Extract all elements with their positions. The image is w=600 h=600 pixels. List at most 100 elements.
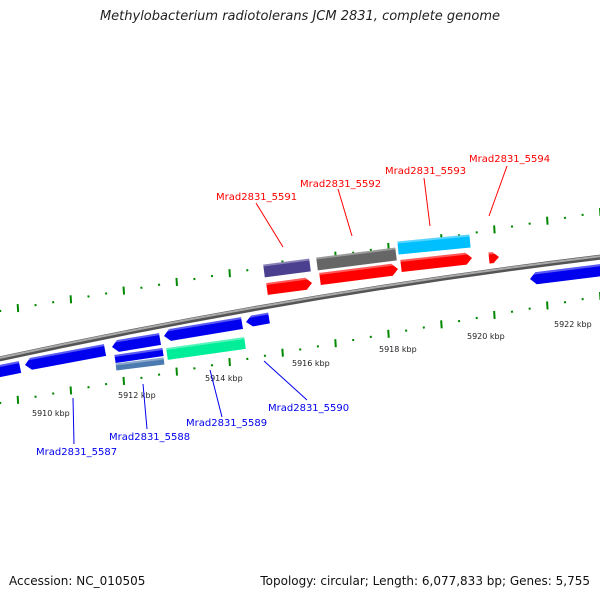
genome-title: Methylobacterium radiotolerans JCM 2831,…: [99, 9, 501, 24]
minor-tick: [581, 213, 584, 217]
label-leader-line: [255, 202, 284, 248]
scale-label: 5912 kbp: [118, 391, 156, 400]
feature-gray[interactable]: [316, 247, 397, 271]
gene-label[interactable]: Mrad2831_5594: [469, 154, 550, 165]
minor-tick: [210, 274, 214, 278]
major-tick: [493, 310, 496, 319]
minor-tick: [510, 225, 514, 228]
minor-tick: [563, 301, 567, 304]
minor-tick: [193, 277, 196, 281]
minor-tick: [510, 310, 514, 313]
gene-mrad2831-5592[interactable]: [319, 263, 398, 285]
feature-cyan-highlight: [397, 234, 470, 244]
feature-steel[interactable]: [115, 357, 165, 371]
gene-label[interactable]: Mrad2831_5589: [186, 418, 267, 429]
minor-tick: [0, 401, 2, 405]
minor-tick: [299, 348, 302, 351]
minor-tick: [87, 295, 90, 298]
minor-tick: [422, 326, 425, 329]
gene-mrad2831-5588[interactable]: [114, 348, 164, 363]
minor-tick: [316, 345, 320, 348]
feature-steel-highlight: [115, 357, 164, 366]
gene-mrad2831-5591[interactable]: [266, 277, 312, 295]
gene-label[interactable]: Mrad2831_5588: [109, 432, 190, 443]
major-tick: [69, 295, 73, 304]
gene-reverse-b[interactable]: [164, 317, 243, 341]
label-leader-line: [72, 397, 75, 445]
major-tick: [228, 358, 231, 367]
gene-label[interactable]: Mrad2831_5591: [216, 192, 297, 203]
major-tick: [334, 339, 337, 348]
topology-text: Topology: circular; Length: 6,077,833 bp…: [260, 574, 590, 588]
minor-tick: [475, 231, 478, 234]
gene-reverse-a-highlight: [114, 333, 160, 343]
minor-tick: [263, 354, 267, 358]
gene-label[interactable]: Mrad2831_5592: [300, 179, 381, 190]
label-leader-line: [263, 360, 308, 401]
minor-tick: [157, 283, 161, 287]
gene-reverse-c[interactable]: [246, 312, 270, 327]
gene-mrad2831-5587[interactable]: [25, 344, 107, 370]
minor-tick: [246, 268, 249, 272]
gene-mrad2831-5589[interactable]: [166, 337, 246, 360]
major-tick: [175, 277, 178, 286]
minor-tick: [475, 316, 478, 320]
minor-tick: [528, 222, 531, 225]
minor-tick: [140, 286, 143, 289]
label-leader-line: [423, 177, 431, 227]
minor-tick: [404, 329, 408, 332]
gene-mrad2831-5587-highlight: [26, 344, 105, 361]
label-leader-line: [209, 369, 223, 418]
minor-tick: [87, 386, 90, 389]
major-tick: [175, 367, 178, 376]
feature-cyan[interactable]: [397, 234, 471, 255]
gene-reverse-a[interactable]: [112, 333, 161, 352]
major-tick: [122, 376, 126, 386]
feature-purple[interactable]: [263, 258, 311, 278]
gene-mrad2831-5591-highlight: [266, 277, 309, 285]
major-tick: [16, 304, 20, 313]
label-leader-line: [142, 383, 148, 430]
gene-label[interactable]: Mrad2831_5593: [385, 166, 466, 177]
accession-text: Accession: NC_010505: [9, 574, 146, 588]
minor-tick: [369, 248, 373, 252]
genome-backbone-highlight: [0, 255, 600, 359]
gene-mrad2831-5594[interactable]: [488, 252, 500, 264]
minor-tick: [34, 395, 37, 398]
gene-label[interactable]: Mrad2831_5590: [268, 403, 349, 414]
gene-reverse-d[interactable]: [530, 263, 600, 285]
minor-tick: [457, 319, 461, 323]
gene-reverse-d-highlight: [532, 264, 600, 275]
major-tick: [228, 269, 231, 278]
minor-tick: [369, 335, 373, 339]
gene-mrad2831-5589-highlight: [166, 337, 245, 350]
major-tick: [16, 395, 20, 404]
minor-tick: [104, 382, 108, 386]
minor-tick: [581, 297, 584, 301]
major-tick: [440, 320, 443, 329]
scale-label: 5920 kbp: [467, 332, 505, 341]
major-tick: [546, 216, 549, 225]
minor-tick: [34, 303, 37, 307]
scale-label: 5914 kbp: [205, 374, 243, 383]
minor-tick: [157, 373, 161, 376]
gene-reverse-partial[interactable]: [0, 361, 22, 378]
gene-reverse-c-highlight: [248, 312, 269, 318]
scale-label: 5916 kbp: [292, 359, 330, 368]
minor-tick: [140, 376, 143, 380]
major-tick: [493, 225, 496, 234]
gene-mrad2831-5594-highlight: [488, 251, 496, 255]
minor-tick: [51, 392, 55, 395]
label-leader-line: [488, 165, 508, 217]
label-leader-line: [337, 188, 353, 237]
gene-mrad2831-5588-highlight: [114, 348, 163, 357]
minor-tick: [563, 216, 567, 220]
gene-reverse-b-highlight: [166, 317, 242, 332]
minor-tick: [528, 307, 531, 310]
major-tick: [281, 348, 284, 357]
scale-label: 5922 kbp: [554, 320, 592, 329]
gene-label[interactable]: Mrad2831_5587: [36, 447, 117, 458]
gene-mrad2831-5593[interactable]: [400, 252, 472, 272]
